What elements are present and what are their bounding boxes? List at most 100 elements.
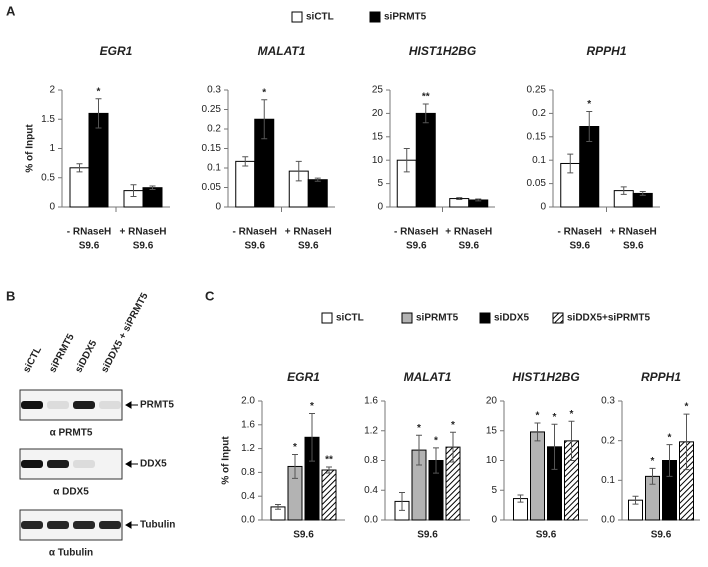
error-bar [450, 431, 456, 463]
arrow [125, 521, 138, 529]
x-tick-label: S9.6 [417, 530, 438, 541]
x-tick-label: - RNaseH [67, 227, 111, 238]
y-tick-label: 1 [49, 143, 55, 154]
error-bar [399, 491, 405, 511]
blot-band [47, 460, 69, 468]
y-tick-label: 5 [491, 485, 497, 496]
legend-label: siCTL [306, 12, 334, 23]
y-tick-label: 0.15 [527, 131, 547, 142]
error-bar [261, 99, 268, 140]
bar [321, 469, 337, 521]
y-tick-label: 5 [377, 178, 383, 189]
y-tick-label: 20 [372, 108, 384, 119]
error-bar [422, 103, 429, 124]
band-label: PRMT5 [140, 400, 174, 411]
y-tick-label: 0.4 [364, 485, 378, 496]
blot-band [47, 401, 69, 409]
x-tick-label: S9.6 [536, 530, 557, 541]
y-tick-label: 0.25 [527, 85, 547, 96]
error-bar [314, 177, 321, 182]
bar [235, 160, 256, 208]
panel-label: C [205, 288, 215, 303]
legend-swatch [401, 312, 413, 324]
significance: * [553, 412, 557, 423]
y-tick-label: 10 [486, 455, 498, 466]
error-bar [632, 495, 639, 505]
antibody-label: α PRMT5 [50, 428, 93, 439]
error-bar [517, 494, 524, 503]
x-tick-sublabel: S9.6 [569, 241, 590, 252]
error-bar [620, 186, 627, 195]
blot-band [21, 521, 43, 529]
x-tick-sublabel: S9.6 [406, 241, 427, 252]
chart-title: HIST1H2BG [512, 370, 579, 384]
y-tick-label: 0.15 [202, 143, 222, 154]
significance: * [262, 87, 266, 98]
chart-title: MALAT1 [258, 44, 306, 58]
y-tick-label: 0.0 [241, 515, 255, 526]
y-axis-label: % of Input [221, 436, 232, 485]
x-tick-label: - RNaseH [233, 227, 277, 238]
legend-swatch [321, 312, 333, 324]
bar [307, 179, 328, 208]
x-tick-sublabel: S9.6 [458, 241, 479, 252]
x-tick-label: S9.6 [293, 530, 314, 541]
x-tick-sublabel: S9.6 [623, 241, 644, 252]
y-tick-label: 0 [215, 202, 221, 213]
error-bar [292, 454, 298, 479]
legend-label: siDDX5+siPRMT5 [567, 313, 651, 324]
y-tick-label: 0.2 [601, 435, 615, 446]
y-tick-label: 0.0 [601, 515, 615, 526]
blot-band [73, 401, 95, 409]
chart-title: RPPH1 [586, 44, 626, 58]
y-tick-label: 0.2 [532, 108, 546, 119]
x-tick-label: + RNaseH [285, 227, 332, 238]
x-tick-sublabel: S9.6 [79, 241, 100, 252]
significance: * [536, 411, 540, 422]
error-bar [475, 198, 482, 202]
blot-band [99, 521, 121, 529]
y-tick-label: 0.05 [527, 178, 547, 189]
error-bar [76, 163, 83, 173]
chart-title: RPPH1 [641, 370, 681, 384]
y-tick-label: 0 [377, 202, 383, 213]
significance: * [668, 432, 672, 443]
error-bar [568, 420, 575, 461]
error-bar [456, 197, 463, 201]
y-tick-label: 1.2 [241, 443, 255, 454]
y-tick-label: 0.3 [601, 396, 615, 407]
x-tick-label: + RNaseH [610, 227, 657, 238]
error-bar [534, 422, 541, 442]
y-tick-label: 0.05 [202, 182, 222, 193]
blot-band [73, 460, 95, 468]
error-bar [149, 185, 156, 190]
y-tick-label: 1.6 [364, 396, 378, 407]
y-tick-label: 1.2 [364, 425, 378, 436]
bar [69, 167, 90, 208]
x-tick-sublabel: S9.6 [244, 241, 265, 252]
lane-label: siDDX5 [73, 338, 99, 374]
y-tick-label: 0.5 [41, 172, 55, 183]
legend-label: siCTL [336, 313, 364, 324]
significance: * [310, 401, 314, 412]
significance: ** [422, 92, 430, 103]
y-tick-label: 0 [540, 202, 546, 213]
significance: * [570, 409, 574, 420]
blot-band [21, 401, 43, 409]
error-bar [683, 413, 690, 471]
y-tick-label: 0.4 [241, 491, 255, 502]
error-bar [309, 412, 315, 462]
y-tick-label: 2 [49, 85, 55, 96]
x-tick-label: S9.6 [651, 530, 672, 541]
significance: * [685, 402, 689, 413]
significance: ** [325, 455, 333, 466]
significance: * [293, 442, 297, 453]
legend-label: siPRMT5 [384, 12, 427, 23]
error-bar [433, 447, 439, 474]
y-tick-label: 25 [372, 85, 384, 96]
bar [415, 112, 436, 208]
error-bar [275, 504, 281, 510]
x-tick-sublabel: S9.6 [298, 241, 319, 252]
error-bar [666, 444, 673, 477]
